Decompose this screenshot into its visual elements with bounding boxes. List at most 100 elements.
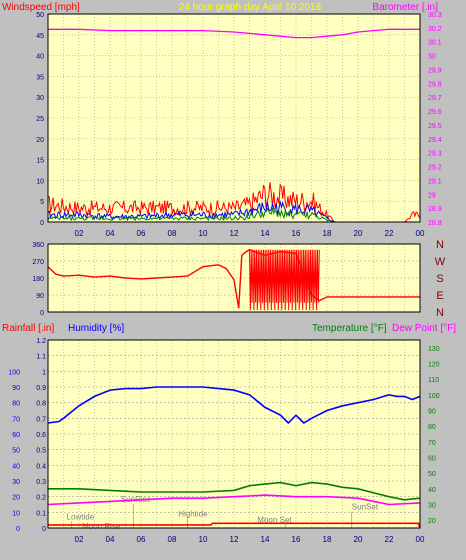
rain-y-tick: 0.2 — [36, 495, 46, 502]
humidity-axis-title: Humidity [%] — [68, 323, 124, 334]
temperature-axis-title: Temperature [°F] — [312, 323, 387, 334]
temperature-y-tick: 30 — [428, 503, 436, 510]
baro-y-tick: 29.3 — [428, 151, 442, 158]
humidity-y-tick: 20 — [12, 495, 20, 502]
rain-y-tick: 0.6 — [36, 432, 46, 439]
windspeed-axis-title: Windspeed [mph] — [2, 2, 80, 13]
baro-y-tick: 29.7 — [428, 95, 442, 102]
baro-y-tick: 29.5 — [428, 123, 442, 130]
direction-y-tick: 360 — [32, 242, 44, 249]
rain-y-tick: 1 — [42, 369, 46, 376]
temperature-y-tick: 50 — [428, 471, 436, 478]
temperature-y-tick: 40 — [428, 487, 436, 494]
wind-y-tick: 35 — [36, 74, 44, 81]
temperature-y-tick: 130 — [428, 346, 440, 353]
baro-y-tick: 30 — [428, 54, 436, 61]
direction-y-tick: 270 — [32, 259, 44, 266]
annotation-label: Lowtide — [67, 512, 95, 521]
x-tick-label: 10 — [199, 229, 208, 238]
humidity-y-tick: 0 — [16, 526, 20, 533]
x-tick-label: 20 — [354, 229, 363, 238]
rain-y-tick: 0 — [42, 526, 46, 533]
wind-y-tick: 45 — [36, 33, 44, 40]
x-tick-label: 18 — [323, 535, 332, 544]
x-tick-label: 10 — [199, 535, 208, 544]
graph-title: 24 hour graph day April 10 2018 — [179, 2, 322, 13]
direction-y-tick: 180 — [32, 276, 44, 283]
humidity-y-tick: 60 — [12, 432, 20, 439]
wind-y-tick: 20 — [36, 137, 44, 144]
rain-y-tick: 1.1 — [36, 354, 46, 361]
direction-y-tick: 90 — [36, 293, 44, 300]
temperature-y-tick: 100 — [428, 393, 440, 400]
temperature-y-tick: 90 — [428, 409, 436, 416]
annotation-label: Moon Rise — [82, 522, 121, 531]
rainfall-line — [48, 522, 421, 529]
plot-border-3 — [47, 339, 421, 529]
baro-y-tick: 29.9 — [428, 67, 442, 74]
x-tick-label: 12 — [230, 535, 239, 544]
humidity-y-tick: 100 — [8, 369, 20, 376]
humidity-y-tick: 10 — [12, 510, 20, 517]
plot-border-2 — [47, 243, 421, 313]
dewpoint-axis-title: Dew Point [°F] — [392, 323, 456, 334]
humidity-y-tick: 40 — [12, 463, 20, 470]
annotation-label: SunSet — [352, 503, 379, 512]
rain-y-tick: 0.3 — [36, 479, 46, 486]
humidity-y-tick: 50 — [12, 448, 20, 455]
annotation-label: Hightide — [178, 509, 208, 518]
dewpoint-line — [47, 494, 421, 506]
baro-y-tick: 29.4 — [428, 137, 442, 144]
humidity-y-tick: 90 — [12, 385, 20, 392]
x-tick-label: 00 — [416, 229, 425, 238]
baro-y-tick: 29.8 — [428, 81, 442, 88]
baro-y-tick: 30.2 — [428, 26, 442, 33]
rainfall-axis-title: Rainfall [.in] — [2, 323, 54, 334]
x-tick-label: 22 — [385, 535, 394, 544]
humidity-y-tick: 70 — [12, 416, 20, 423]
temperature-y-tick: 110 — [428, 377, 439, 384]
x-tick-label: 14 — [261, 535, 270, 544]
x-tick-label: 04 — [106, 229, 115, 238]
compass-label: E — [436, 290, 443, 302]
x-tick-label: 14 — [261, 229, 270, 238]
x-tick-label: 00 — [416, 535, 425, 544]
temperature-y-tick: 60 — [428, 456, 436, 463]
baro-y-tick: 29.1 — [428, 178, 442, 185]
x-tick-label: 16 — [292, 229, 301, 238]
humidity-line — [47, 386, 421, 425]
humidity-y-tick: 80 — [12, 401, 20, 408]
temperature-y-tick: 120 — [428, 362, 440, 369]
rain-y-tick: 0.5 — [36, 448, 46, 455]
x-tick-label: 08 — [168, 229, 177, 238]
temperature-y-tick: 80 — [428, 424, 436, 431]
barometer-line — [48, 28, 420, 39]
wind-y-tick: 50 — [36, 12, 44, 19]
rain-y-tick: 0.7 — [36, 416, 46, 423]
x-tick-label: 08 — [168, 535, 177, 544]
baro-y-tick: 28.8 — [428, 220, 442, 227]
x-tick-label: 16 — [292, 535, 301, 544]
wind-y-tick: 25 — [36, 116, 44, 123]
compass-label: N — [436, 307, 444, 319]
annotation-label: Moon Set — [257, 516, 292, 525]
baro-y-tick: 29.6 — [428, 109, 442, 116]
plot-border-1 — [47, 13, 421, 223]
rain-y-tick: 0.8 — [36, 401, 46, 408]
x-tick-label: 06 — [137, 229, 146, 238]
wind-direction-line — [47, 248, 420, 309]
wind-y-tick: 10 — [36, 178, 44, 185]
wind-y-tick: 30 — [36, 95, 44, 102]
x-tick-label: 20 — [354, 535, 363, 544]
temperature-y-tick: 20 — [428, 518, 436, 525]
compass-label: N — [436, 239, 444, 251]
wind-y-tick: 40 — [36, 54, 44, 61]
rain-y-tick: 0.9 — [36, 385, 46, 392]
compass-label: W — [435, 256, 446, 268]
wind-y-tick: 0 — [40, 220, 44, 227]
wind-y-tick: 15 — [36, 158, 44, 165]
x-tick-label: 12 — [230, 229, 239, 238]
baro-y-tick: 30.1 — [428, 40, 442, 47]
